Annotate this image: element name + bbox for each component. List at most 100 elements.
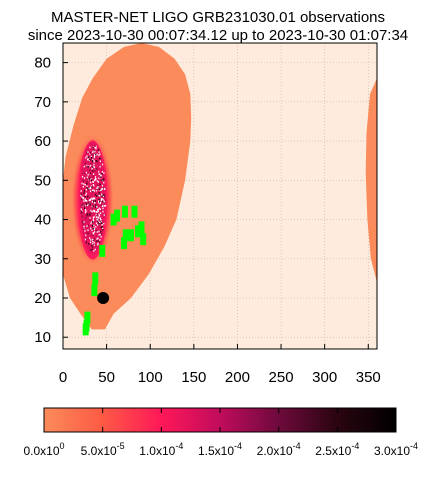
observation-field [135, 225, 142, 238]
hotspot-speckle [84, 211, 87, 214]
hotspot-speckle [102, 193, 104, 196]
hotspot-speckle [94, 238, 96, 240]
hotspot-speckle [89, 159, 91, 162]
hotspot-speckle [98, 208, 100, 211]
hotspot-speckle [90, 239, 92, 241]
hotspot-speckle [98, 221, 101, 224]
hotspot-speckle [85, 217, 87, 219]
y-tick-label: 50 [34, 172, 51, 189]
colorbar-tick-label: 1.5x10-4 [198, 441, 242, 458]
hotspot-speckle [92, 240, 94, 242]
hotspot-speckle [94, 193, 96, 196]
hotspot-speckle [101, 195, 103, 197]
hotspot-speckle [81, 210, 83, 213]
hotspot-speckle [98, 230, 100, 233]
hotspot-speckle [94, 231, 96, 233]
y-tick-label: 70 [34, 94, 51, 111]
hotspot-speckle [84, 184, 86, 186]
hotspot-speckle [90, 227, 92, 230]
hotspot-speckle [86, 182, 88, 185]
hotspot-speckle [96, 211, 98, 213]
hotspot-speckle [87, 202, 90, 205]
hotspot-speckle [99, 201, 101, 203]
hotspot-speckle [87, 214, 89, 217]
hotspot-speckle [100, 221, 102, 223]
hotspot-speckle [83, 172, 85, 175]
hotspot-speckle [89, 196, 91, 199]
hotspot-speckle [81, 221, 83, 223]
hotspot-speckle [97, 149, 100, 151]
hotspot-speckle [82, 203, 84, 206]
hotspot-speckle [100, 222, 103, 224]
hotspot-speckle [92, 190, 94, 193]
probability-region-wrap [365, 78, 377, 283]
hotspot-speckle [85, 200, 88, 202]
position-marker [97, 292, 110, 304]
x-tick-label: 200 [225, 369, 250, 386]
hotspot-speckle [103, 200, 105, 202]
hotspot-speckle [92, 146, 94, 149]
hotspot-speckle [103, 172, 105, 174]
hotspot-speckle [87, 187, 89, 189]
hotspot-speckle [84, 198, 86, 201]
hotspot-speckle [84, 195, 86, 198]
hotspot-speckle [93, 224, 95, 227]
hotspot-speckle [85, 210, 87, 212]
hotspot-speckle [103, 214, 105, 216]
hotspot-speckle [97, 213, 99, 215]
observation-field [121, 237, 128, 250]
hotspot-speckle [95, 230, 97, 232]
hotspot-speckle [85, 241, 87, 244]
hotspot-speckle [85, 194, 87, 196]
hotspot-speckle [102, 210, 104, 213]
hotspot-speckle [99, 241, 101, 244]
hotspot-speckle [93, 163, 95, 166]
plot-area [63, 43, 377, 349]
hotspot-speckle [91, 210, 93, 213]
hotspot-speckle [84, 204, 86, 207]
hotspot-speckle [97, 224, 99, 226]
hotspot-speckle [93, 184, 95, 187]
hotspot-speckle [92, 205, 94, 207]
hotspot-speckle [94, 145, 96, 148]
hotspot-speckle [104, 188, 106, 190]
hotspot-speckle [81, 182, 83, 185]
hotspot-speckle [92, 170, 94, 172]
hotspot-speckle [84, 208, 86, 211]
hotspot-speckle [89, 146, 91, 149]
hotspot-speckle [89, 152, 91, 154]
hotspot-speckle [99, 195, 101, 197]
hotspot-speckle [83, 190, 85, 192]
hotspot-speckle [89, 219, 91, 221]
y-tick-label: 80 [34, 55, 51, 72]
hotspot-speckle [101, 198, 103, 200]
hotspot-speckle [91, 197, 93, 200]
hotspot-speckle [98, 173, 100, 176]
hotspot-speckle [93, 216, 95, 218]
hotspot-speckle [95, 206, 97, 208]
hotspot-speckle [90, 178, 92, 180]
hotspot-speckle [86, 155, 88, 157]
hotspot-speckle [100, 193, 102, 196]
hotspot-speckle [98, 198, 100, 201]
hotspot-speckle [90, 209, 92, 212]
hotspot-speckle [100, 226, 102, 229]
hotspot-speckle [85, 238, 87, 241]
hotspot-speckle [94, 200, 97, 202]
hotspot-speckle [103, 205, 106, 207]
hotspot-speckle [96, 180, 98, 182]
hotspot-speckle [86, 215, 88, 217]
hotspot-speckle [97, 185, 99, 188]
hotspot-speckle [84, 238, 87, 241]
hotspot-speckle [101, 193, 103, 196]
hotspot-speckle [83, 225, 85, 228]
hotspot-speckle [85, 171, 87, 174]
hotspot-speckle [81, 175, 84, 178]
hotspot-speckle [102, 229, 104, 231]
hotspot-speckle [99, 165, 101, 168]
chart-title: MASTER-NET LIGO GRB231030.01 observation… [51, 9, 385, 26]
hotspot-speckle [90, 163, 92, 165]
observation-field [140, 233, 147, 246]
hotspot-speckle [92, 216, 94, 219]
